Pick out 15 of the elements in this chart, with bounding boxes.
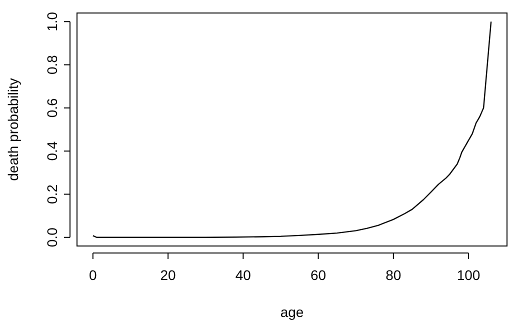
line-series xyxy=(92,21,492,238)
x-tick-label: 100 xyxy=(456,267,480,283)
y-tick-label: 0.2 xyxy=(44,184,60,204)
x-tick-label: 20 xyxy=(160,267,176,283)
y-tick-label: 0.8 xyxy=(44,54,60,75)
x-tick-label: 0 xyxy=(89,267,98,283)
x-tick-label: 80 xyxy=(386,267,402,283)
y-tick-label: 0.4 xyxy=(44,141,60,161)
y-tick-label: 1.0 xyxy=(44,12,60,32)
y-tick-label: 0.6 xyxy=(44,98,60,118)
x-tick-label: 40 xyxy=(235,267,252,283)
x-axis-title: age xyxy=(280,304,304,320)
x-tick-label: 60 xyxy=(310,267,326,283)
y-axis-title: death probability xyxy=(5,78,21,181)
y-tick-label: 0.0 xyxy=(44,227,60,248)
